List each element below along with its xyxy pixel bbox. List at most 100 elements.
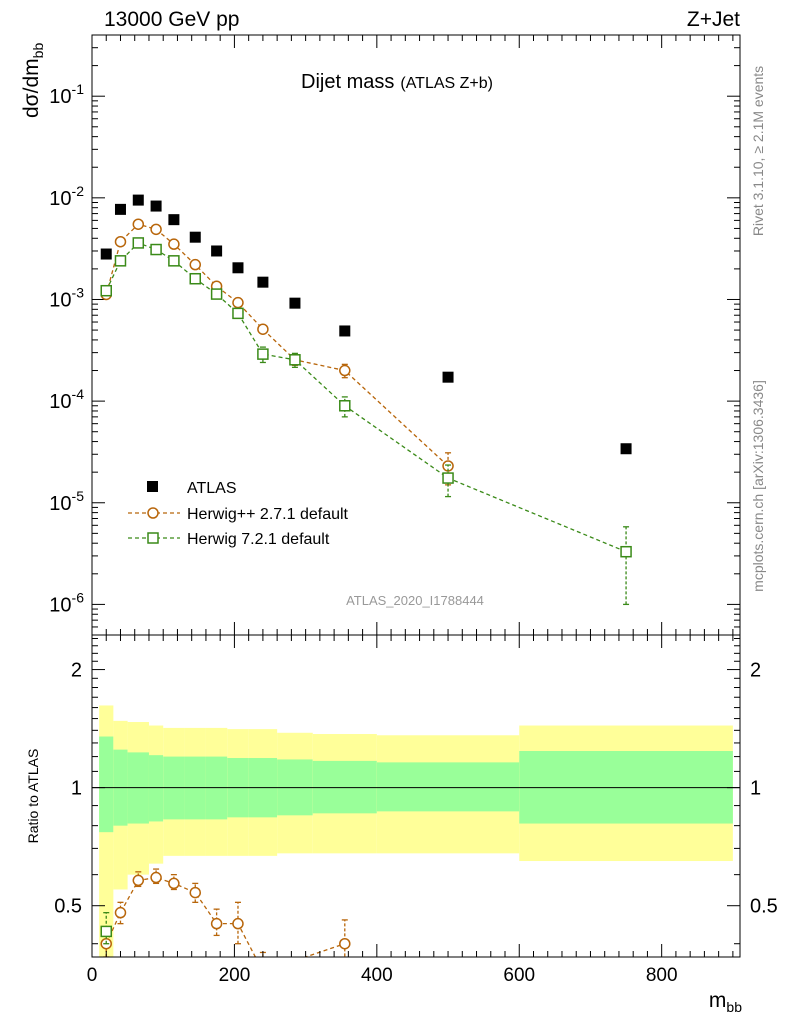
data-point: [150, 871, 162, 884]
data-point: [442, 472, 454, 484]
data-point: [114, 235, 127, 248]
legend-label-atlas: ATLAS: [187, 480, 237, 497]
series: [100, 218, 454, 486]
series-line: [105, 876, 345, 957]
data-point: [339, 400, 351, 412]
legend-item-herwig7: Herwig 7.2.1 default: [128, 531, 330, 548]
plot-title: Dijet mass (ATLAS Z+b): [301, 71, 493, 93]
series-line: [105, 242, 627, 553]
y-tick-label: 10-4: [49, 386, 84, 413]
data-point: [189, 231, 201, 243]
x-tick-label: 200: [219, 965, 251, 986]
data-point: [150, 243, 162, 256]
ratio-y-tick-label: 1: [71, 778, 82, 800]
data-point: [289, 297, 301, 309]
y-tick-label: 10-3: [49, 284, 84, 311]
analysis-label: ATLAS_2020_I1788444: [346, 593, 484, 608]
data-point: [168, 238, 180, 250]
data-point: [168, 877, 180, 890]
legend-label-herwigpp: Herwig++ 2.7.1 default: [187, 506, 349, 523]
x-tick-label: 600: [503, 965, 535, 986]
x-tick-label: 400: [361, 965, 393, 986]
data-point: [620, 545, 632, 558]
y-tick-label: 10-5: [49, 488, 84, 515]
data-point: [232, 262, 244, 274]
y-tick-label: 10-2: [49, 183, 84, 210]
ratio-frame: [91, 634, 741, 958]
rivet-label: Rivet 3.1.10, ≥ 2.1M events: [750, 66, 766, 236]
data-point: [339, 325, 351, 337]
ratio-y-tick-label: 2: [71, 660, 82, 682]
ratio-y-tick-label: 0.5: [750, 896, 778, 918]
data-point: [620, 443, 632, 455]
data-point: [339, 364, 351, 377]
data-point: [258, 966, 268, 976]
main-y-ticks: 10-6 10-5 10-4 10-3 10-2 10-1: [49, 34, 740, 636]
main-panel: 10-6 10-5 10-4 10-3 10-2 10-1 Dijet mass (ATLA…: [20, 34, 741, 636]
legend-item-atlas: ATLAS: [147, 480, 237, 497]
data-point: [100, 248, 112, 260]
ratio-y-tick-label: 2: [750, 660, 761, 682]
ratio-band-inner: [312, 760, 377, 814]
data-point: [257, 323, 269, 335]
data-point: [132, 218, 145, 230]
data-point: [100, 925, 112, 938]
x-axis-label: mbb: [709, 989, 742, 1015]
series: [100, 912, 112, 945]
mcplots-label: mcplots.cern.ch [arXiv:1306.3436]: [750, 380, 766, 592]
process-label: Z+Jet: [687, 8, 740, 31]
data-point: [211, 245, 223, 257]
main-data-layer: [100, 194, 632, 606]
y-axis-label: dσ/dmbb: [20, 43, 46, 118]
data-point: [100, 284, 112, 297]
legend-item-herwigpp: Herwig++ 2.7.1 default: [128, 506, 349, 523]
ratio-band-inner: [99, 736, 114, 833]
x-axis-label-sub: bb: [726, 999, 742, 1015]
series: [100, 194, 632, 455]
data-point: [289, 354, 301, 366]
ratio-band-inner: [148, 755, 164, 822]
energy-label: 13000 GeV pp: [104, 8, 239, 31]
legend-label-herwig7: Herwig 7.2.1 default: [187, 531, 330, 548]
data-point: [132, 874, 145, 887]
data-point: [232, 307, 244, 320]
ratio-x-ticks: 0 200 400 600 800: [87, 635, 734, 986]
y-axis-label-main: dσ/dm: [20, 58, 43, 118]
ratio-y-tick-label: 1: [750, 778, 761, 800]
svg-text:dσ/dmbb: dσ/dmbb: [20, 43, 46, 118]
data-point: [150, 200, 162, 212]
data-point: [189, 272, 202, 285]
data-point: [210, 288, 223, 300]
data-point: [114, 906, 127, 919]
legend: ATLAS Herwig++ 2.7.1 default Herwig 7.2.…: [128, 480, 349, 548]
x-tick-label: 0: [87, 965, 98, 986]
ratio-y-tick-label: 0.5: [54, 896, 82, 918]
data-point: [442, 371, 454, 383]
data-point: [232, 917, 244, 930]
x-axis-label-main: m: [709, 989, 727, 1012]
data-point: [189, 886, 202, 899]
data-point: [257, 348, 269, 360]
data-point: [189, 258, 202, 271]
ratio-uncertainty-bands: [99, 705, 733, 957]
data-point: [168, 214, 180, 226]
series: [100, 868, 351, 976]
x-tick-label: 800: [646, 965, 678, 986]
data-point: [150, 223, 162, 236]
plot-title-main: Dijet mass: [301, 71, 394, 93]
ratio-y-ticks: 0.5 0.5 1 1 2 2: [54, 638, 778, 945]
data-point: [132, 194, 144, 206]
plot-title-sub: (ATLAS Z+b): [400, 75, 493, 92]
legend-marker-herwig7: [147, 532, 159, 544]
series: [100, 237, 632, 606]
main-x-ticks: [91, 35, 734, 635]
y-tick-label: 10-6: [49, 589, 84, 616]
ratio-y-axis-label: Ratio to ATLAS: [25, 749, 41, 844]
data-point: [168, 255, 180, 267]
data-point: [210, 917, 223, 930]
series-line: [105, 223, 449, 467]
data-point: [114, 203, 126, 215]
data-point: [132, 237, 145, 249]
data-point: [257, 276, 269, 288]
legend-marker-herwigpp: [147, 507, 159, 519]
